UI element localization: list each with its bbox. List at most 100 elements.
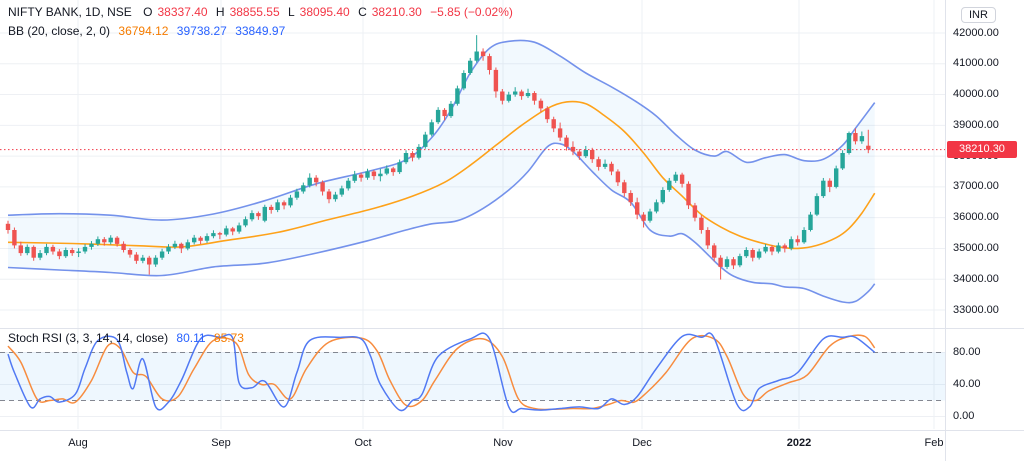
price-tick-label: 35000.00 (953, 241, 999, 254)
candle (37, 253, 43, 258)
candle (358, 174, 364, 178)
candle (18, 245, 23, 254)
candle (769, 246, 775, 252)
price-tick-label: 41000.00 (953, 57, 999, 70)
low-label: L (287, 5, 295, 19)
candle (840, 153, 845, 169)
candle (538, 100, 544, 109)
candle (76, 251, 81, 253)
candle (622, 182, 627, 194)
candle (192, 237, 197, 243)
high-label: H (215, 5, 225, 19)
candle (301, 185, 306, 192)
candle (147, 257, 152, 265)
candle (551, 119, 556, 129)
candle (654, 202, 659, 212)
candle (744, 250, 749, 257)
candle (5, 223, 11, 230)
candle (95, 239, 101, 244)
price-tick-label: 39000.00 (953, 118, 999, 131)
low-value: 38095.40 (299, 5, 350, 19)
open-label: O (143, 5, 153, 19)
bb-legend-row: BB (20, close, 2, 0) 36794.12 39738.27 3… (8, 24, 290, 38)
price-tick-label: 34000.00 (953, 272, 999, 285)
candle (692, 205, 698, 218)
candle (82, 246, 88, 252)
time-tick-label: Aug (68, 437, 88, 449)
candle (89, 243, 94, 247)
candle (564, 137, 569, 147)
candle (249, 213, 255, 220)
candle (294, 191, 300, 198)
candle (821, 180, 826, 197)
candle (281, 202, 287, 206)
candle (442, 109, 447, 117)
candle (243, 219, 248, 226)
candle (602, 163, 608, 167)
candle (487, 56, 492, 70)
symbol-title[interactable]: NIFTY BANK, 1D, NSE (8, 5, 132, 19)
candle (371, 171, 377, 177)
candle (545, 108, 550, 120)
stoch-tick-label: 0.00 (953, 410, 975, 422)
candle (808, 214, 813, 230)
time-tick-label: 2022 (786, 437, 812, 449)
candle (307, 177, 312, 186)
stoch-k-line (7, 332, 876, 414)
candle (615, 171, 621, 183)
candle (172, 243, 178, 247)
time-scale[interactable]: Aug Sep Oct Nov Dec 2022 Feb (0, 431, 1024, 461)
candle (468, 60, 473, 73)
candle (397, 162, 402, 173)
candle (853, 133, 858, 142)
candle (763, 246, 768, 252)
candle (134, 254, 139, 261)
candle (513, 91, 518, 95)
price-tick-label: 33000.00 (953, 303, 999, 316)
candle (204, 236, 210, 241)
candle (159, 251, 165, 258)
price-tick-label: 36000.00 (953, 211, 999, 224)
candle (230, 228, 235, 232)
candle (705, 230, 710, 246)
price-scale[interactable]: 42000.0041000.0040000.0039000.0038000.00… (946, 0, 1024, 430)
candle (699, 217, 704, 230)
candle (63, 250, 68, 257)
candle (493, 69, 499, 92)
candle (435, 109, 441, 123)
candle (737, 256, 743, 266)
candle (686, 183, 691, 206)
candle (365, 171, 370, 178)
candle (827, 180, 832, 187)
symbol-legend-row: NIFTY BANK, 1D, NSE O 38337.40 H 38855.55 … (8, 5, 518, 19)
candle (795, 239, 800, 243)
stoch-tick-label: 40.00 (953, 378, 981, 390)
candle (326, 191, 332, 200)
candle (859, 136, 865, 142)
price-tick-label: 42000.00 (953, 26, 999, 39)
stoch-indicator-label[interactable]: Stoch RSI (3, 3, 14, 14, close) (8, 331, 169, 345)
candle (320, 182, 325, 192)
candle (673, 174, 678, 181)
candle (121, 243, 126, 250)
time-tick-label: Nov (493, 437, 513, 449)
candle (500, 91, 505, 101)
candle (236, 225, 242, 232)
candle (609, 163, 614, 172)
stoch-d-line (7, 334, 876, 411)
candle (641, 214, 646, 221)
candle (583, 150, 588, 157)
bb-indicator-label[interactable]: BB (20, close, 2, 0) (8, 24, 111, 38)
candle (756, 251, 762, 258)
candle (25, 246, 30, 254)
currency-badge[interactable]: INR (961, 7, 996, 23)
candle (339, 188, 344, 195)
candle (224, 228, 229, 235)
time-tick-label: Dec (632, 437, 652, 449)
candle (448, 103, 454, 117)
candle (782, 245, 787, 249)
candle (288, 197, 293, 206)
candle (474, 51, 479, 61)
candle (866, 145, 871, 150)
